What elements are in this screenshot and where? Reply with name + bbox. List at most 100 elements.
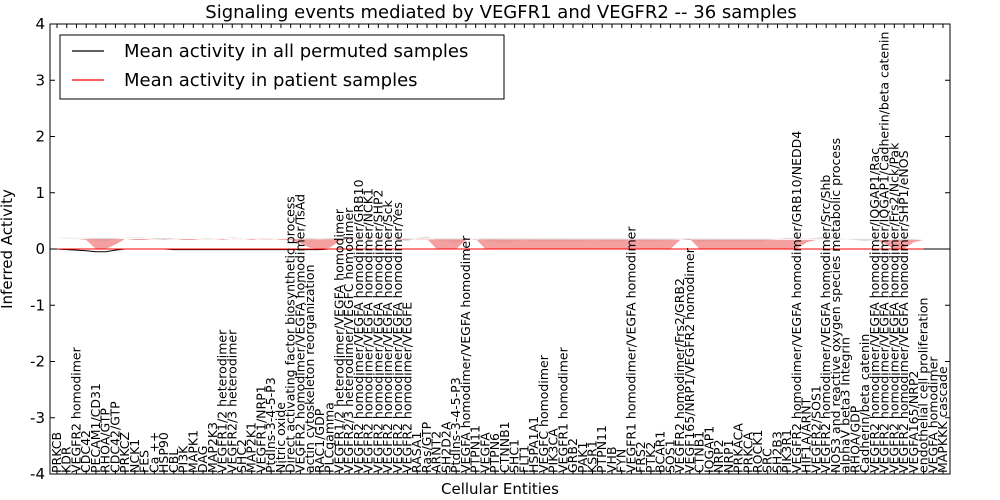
category-label: VEGFR2 homodimer/VEGFA homodimer/SHP2 <box>370 189 385 473</box>
category-label: RHOA/GTP <box>98 408 113 473</box>
category-label: MAPKKK cascade <box>935 366 950 473</box>
category-label: Ptdlns-3-4-5-P3 <box>263 377 278 473</box>
category-label: VEGFR2 homodimer/VEGFA homodimer/Yes <box>390 202 405 473</box>
category-label: PIK3CA <box>546 428 561 473</box>
category-label: VEGFR2 homodimer/VEGFA homodimer/IQGAP1/… <box>867 148 882 473</box>
x-axis-label: Cellular Entities <box>441 480 559 498</box>
category-label: Ras/GTP <box>419 421 434 473</box>
y-tick-label: 2 <box>35 128 45 146</box>
category-label: PLCgamma <box>322 402 337 473</box>
category-label: HSPA1A1 <box>526 416 541 473</box>
category-label: SHC2 <box>234 439 249 473</box>
category-label: Ca ++ <box>146 432 161 473</box>
category-label: PRKCA <box>740 432 755 473</box>
category-label: KSR1 <box>585 440 600 473</box>
category-label: VEGFA <box>477 432 492 473</box>
category-label: GRB2 <box>565 438 580 473</box>
category-label: alphaV beta3 Integrin <box>838 337 853 473</box>
y-tick-label: 4 <box>35 15 45 33</box>
category-label: VEGFR2 homodimer/VEGFA homodimer/GRB10/N… <box>789 131 804 473</box>
legend: Mean activity in all permuted samples Mea… <box>59 34 505 100</box>
chart-title: Signaling events mediated by VEGFR1 and … <box>205 2 796 23</box>
category-label: KDR <box>59 446 74 473</box>
category-label: VEGFR1/2 heterodimer <box>215 329 230 473</box>
category-label: PI3K <box>176 445 191 473</box>
category-label: MAP2K1 <box>244 422 259 473</box>
legend-label: Mean activity in patient samples <box>124 70 418 91</box>
category-label: VHB <box>604 446 619 473</box>
category-label: VEGFR2 homodimer/VEGFA homodimer/GRB10 <box>351 179 366 473</box>
patient-band <box>57 238 924 249</box>
category-label: VEGFR2 homodimer/VEGFA homodimer/Sck <box>380 200 395 473</box>
category-label: PAK1 <box>575 442 590 473</box>
category-label: VEGFR2 homodimer/VEGFA homodimer/SHP1/eN… <box>896 150 911 473</box>
category-label: CDC42 <box>78 430 93 473</box>
category-label: VEGFR2/3 heterodimer/VEGFC homodimer <box>341 207 356 473</box>
category-label: VEGFA homodimer/VEGFA homodimer <box>458 235 473 473</box>
category-label: VEGFR1 homodimer <box>555 346 570 473</box>
category-label: RAC1/GDP <box>312 408 327 473</box>
legend-box <box>59 34 505 100</box>
category-label: actin cytoskeleton reorganization <box>302 264 317 473</box>
category-label: ARNT2 <box>429 431 444 473</box>
category-label: VEGF165/NRP1/VEGFR2 homodimer <box>682 247 697 473</box>
category-label: RASA1 <box>409 432 424 473</box>
category-label: VEGFR2 homodimer/VEGFA homodimer/TsAd <box>292 194 307 473</box>
category-label: NOS3 and reactive oxygen species metabol… <box>828 138 843 473</box>
category-label: PRKCZ <box>117 432 132 473</box>
y-axis-label: Inferred Activity <box>0 189 16 309</box>
category-label: SRC <box>760 448 775 473</box>
category-label: HSP90 <box>156 432 171 473</box>
y-tick-label: 3 <box>35 71 45 89</box>
category-label: CBL <box>166 449 181 473</box>
category-label: VEGFR1/2 heterodimer/VEGFA homodimer <box>331 208 346 473</box>
category-label: VEGFR2/3 heterodimer <box>224 329 239 473</box>
category-label: Cadherin/beta catenin <box>857 334 872 473</box>
y-tick-label: -2 <box>30 353 45 371</box>
category-label: SH2B3 <box>770 431 785 473</box>
category-label: VEGFR1/NRP1 <box>254 385 269 473</box>
category-label: Nitric oxide <box>273 402 288 473</box>
category-label: Direct activating factor biosynthetic pr… <box>283 196 298 473</box>
category-label: Ptdlns-3-4-5-P3 <box>448 377 463 473</box>
category-label: FRS2 <box>633 441 648 473</box>
category-label: CTNB1 <box>692 431 707 473</box>
category-label: VEGFC homodimer <box>536 354 551 473</box>
category-label: VEGFR2 homodimer/VEGFA homodimer/Frs2/Nc… <box>886 142 901 473</box>
category-label: SOS1 <box>662 439 677 473</box>
category-label: VEGFA165/NRP2 <box>906 371 921 473</box>
category-label: NRP1 <box>721 439 736 473</box>
category-label: RHOA/GDP <box>847 405 862 473</box>
y-tick-label: 1 <box>35 184 45 202</box>
category-label: NCK1 <box>127 439 142 473</box>
y-tick-label: -4 <box>30 465 45 483</box>
y-axis: -4 -3 -2 -1 0 1 2 3 4 <box>30 15 950 483</box>
category-label: ROCK1 <box>750 430 765 473</box>
category-label: PRKACA <box>731 423 746 473</box>
category-label: VEGFR2 homodimer/VEGFA homodimer/NCK1 <box>361 188 376 473</box>
category-label: PRKCB <box>49 432 64 473</box>
category-label: DAG <box>195 446 210 473</box>
category-label: VEGFR2 homodimer/Frs2/GRB2 <box>672 278 687 473</box>
category-label: MAP2K3 <box>205 422 220 473</box>
category-label: CTNNB1 <box>497 421 512 473</box>
y-tick-label: 0 <box>35 240 45 258</box>
y-tick-label: -3 <box>30 409 45 427</box>
category-label: PTK2 <box>643 442 658 473</box>
category-label: PIK3R1 <box>779 429 794 473</box>
category-label: VEGFR2 homodimer/VEGFA homodimer/IQGAP1/… <box>877 32 892 473</box>
category-label: MAPK1 <box>185 430 200 473</box>
category-label: VEGFR1 homodimer/VEGFA homodimer <box>623 226 638 473</box>
category-label: SH2D2A <box>439 421 454 473</box>
category-label: VEGFR2 homodimer/VEGFE <box>400 302 415 473</box>
category-label: VEGFA homodimer <box>925 356 940 473</box>
y-tick-label: -1 <box>30 296 45 314</box>
category-label: SHC1 <box>507 439 522 473</box>
category-label: FES <box>137 450 152 473</box>
category-label: FYN <box>614 449 629 473</box>
category-label: NRP2 <box>711 439 726 473</box>
category-label: IQGAP1 <box>701 426 716 473</box>
category-label: VEGFR2/SOS1 <box>808 385 823 473</box>
